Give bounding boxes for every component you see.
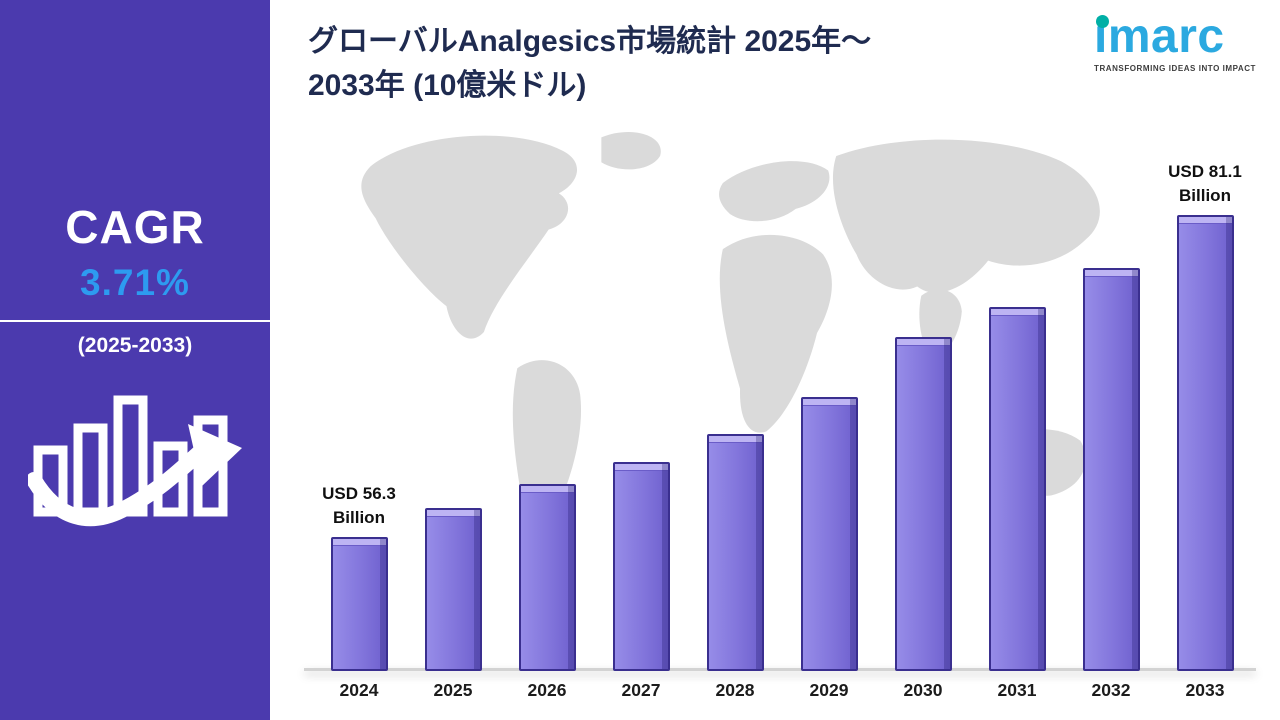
sidebar-divider <box>0 320 270 322</box>
bar-slot: 2032 <box>1064 142 1158 704</box>
bar-chart: USD 56.3 Billion 2024 2025 2026 2027 2028 2029 2… <box>304 142 1256 704</box>
growth-chart-icon <box>26 362 246 534</box>
cagr-value: 3.71% <box>80 262 190 303</box>
bar-2025 <box>424 508 482 671</box>
cagr-sidebar: CAGR 3.71% (2025-2033) <box>0 0 270 720</box>
bar-2033: USD 81.1 Billion <box>1168 162 1242 671</box>
bar-2026 <box>518 484 576 671</box>
bar-slot: USD 81.1 Billion 2033 <box>1158 142 1252 704</box>
chart-panel: グローバルAnalgesics市場統計 2025年～ 2033年 (10億米ドル… <box>270 0 1280 720</box>
chart-title-line2: 2033年 (10億米ドル) <box>308 68 587 102</box>
bar-value-label: USD 81.1 Billion <box>1168 162 1242 206</box>
year-label: 2029 <box>809 680 849 700</box>
x-axis-line <box>304 668 1256 671</box>
year-label: 2027 <box>621 680 661 700</box>
bar-slot: 2027 <box>594 142 688 704</box>
bar-slot: USD 56.3 Billion 2024 <box>312 142 406 704</box>
bar-slot: 2025 <box>406 142 500 704</box>
chart-title: グローバルAnalgesics市場統計 2025年～ 2033年 (10億米ドル… <box>308 20 1028 107</box>
bar-slot: 2030 <box>876 142 970 704</box>
bar-slot: 2028 <box>688 142 782 704</box>
year-label: 2025 <box>433 680 473 700</box>
year-label: 2024 <box>339 680 379 700</box>
logo-dot-icon <box>1096 15 1110 28</box>
bar-2027 <box>612 462 670 671</box>
bar-slot: 2026 <box>500 142 594 704</box>
bar-2030 <box>894 337 952 671</box>
year-label: 2026 <box>527 680 567 700</box>
cagr-label: CAGR <box>65 201 205 253</box>
bar-2029 <box>800 397 858 671</box>
chart-title-line1: グローバルAnalgesics市場統計 2025年～ <box>308 25 872 58</box>
imarc-logo: imarc TRANSFORMING IDEAS INTO IMPACT <box>1094 10 1256 74</box>
cagr-period: (2025-2033) <box>77 334 193 357</box>
logo-brand: imarc <box>1094 10 1256 63</box>
bar-2032 <box>1082 268 1140 671</box>
year-label: 2030 <box>903 680 943 700</box>
year-label: 2032 <box>1091 680 1131 700</box>
bar-slot: 2029 <box>782 142 876 704</box>
logo-tagline: TRANSFORMING IDEAS INTO IMPACT <box>1094 64 1256 74</box>
bar-2031 <box>988 307 1046 671</box>
year-label: 2028 <box>715 680 755 700</box>
year-label: 2031 <box>997 680 1037 700</box>
bar-slot: 2031 <box>970 142 1064 704</box>
year-label: 2033 <box>1185 680 1225 700</box>
bar-value-label: USD 56.3 Billion <box>322 484 396 528</box>
bar-slots: USD 56.3 Billion 2024 2025 2026 2027 2028 2029 2… <box>312 142 1252 704</box>
bar-2028 <box>706 434 764 671</box>
bar-2024: USD 56.3 Billion <box>322 484 396 671</box>
logo-brand-text: imarc <box>1094 10 1225 63</box>
